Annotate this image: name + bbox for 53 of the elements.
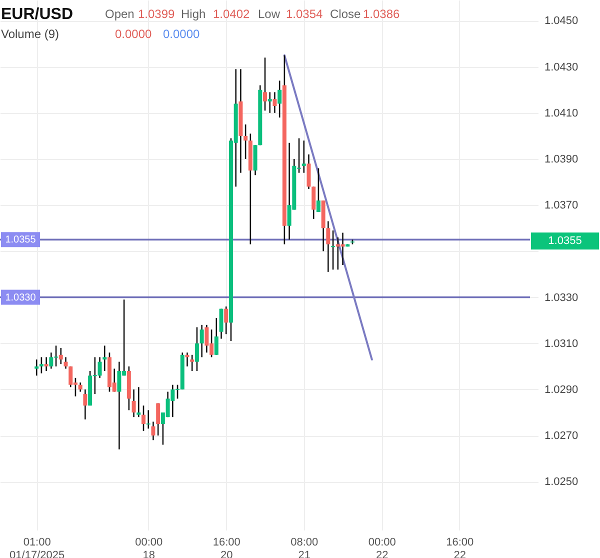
candlestick <box>272 92 277 114</box>
y-tick-label: 1.0310 <box>544 338 578 350</box>
candlestick <box>316 168 320 213</box>
annotation: 0.0000 <box>163 27 200 41</box>
y-tick-label: 1.0370 <box>544 200 578 212</box>
candlestick <box>156 402 160 436</box>
candlestick <box>278 80 282 118</box>
candlestick <box>244 124 248 160</box>
candlestick <box>44 356 48 372</box>
candlestick <box>39 356 44 374</box>
y-tick-label: 1.0450 <box>544 15 578 28</box>
candlestick <box>83 388 88 420</box>
annotation: 0.0000 <box>115 27 152 41</box>
y-tick-label: 1.0390 <box>544 154 578 166</box>
text: 1.0355 <box>548 235 582 247</box>
annotation: 1.0399 <box>138 7 176 21</box>
candlestick <box>263 56 267 112</box>
candlestick <box>326 220 330 273</box>
candlestick <box>200 324 204 358</box>
chart-title: EUR/USD <box>1 6 74 23</box>
y-tick-label: 1.0330 <box>544 292 578 304</box>
candlestick <box>312 186 316 220</box>
candlestick <box>302 140 306 174</box>
candlestick <box>132 388 136 418</box>
annotation: 1.0402 <box>213 7 250 21</box>
y-tick-label: 1.0290 <box>544 384 578 396</box>
annotation: Low <box>258 7 280 21</box>
candlestick <box>194 326 199 372</box>
candlestick <box>78 382 82 392</box>
candlestick <box>214 317 218 356</box>
annotation: Volume (9) <box>1 27 60 41</box>
candlestick <box>306 154 311 190</box>
candlestick <box>219 308 224 340</box>
ref-line-label: 1.0355 <box>5 234 36 246</box>
candlestick <box>224 306 228 335</box>
annotation: High <box>181 7 206 21</box>
candlestick <box>58 347 63 365</box>
annotation: 1.0354 <box>286 7 324 21</box>
annotation: 1.0386 <box>363 7 400 21</box>
candlestick <box>190 354 194 372</box>
y-tick-label: 1.0410 <box>544 107 578 120</box>
candlestick <box>268 92 272 114</box>
annotation: Close <box>330 7 362 21</box>
candlestick <box>102 345 107 372</box>
candlestick <box>142 404 146 432</box>
ref-line-label: 1.0330 <box>5 292 36 304</box>
y-tick-label: 1.0270 <box>544 430 578 442</box>
candlestick <box>136 386 141 418</box>
y-tick-label: 1.0430 <box>544 61 578 74</box>
candlestick <box>151 421 156 441</box>
candlestick <box>64 356 68 370</box>
annotation: Open <box>105 7 134 21</box>
y-tick-label: 1.0250 <box>544 476 578 488</box>
